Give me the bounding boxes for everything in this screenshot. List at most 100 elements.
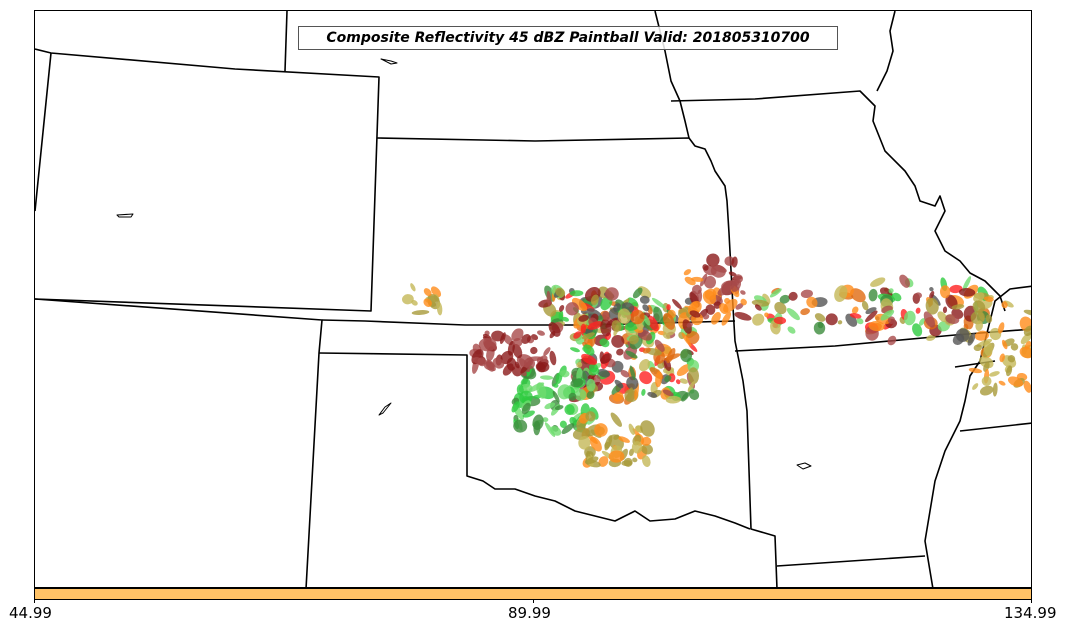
storm-cell — [740, 298, 747, 306]
storm-cell — [571, 297, 588, 312]
storm-cell — [586, 390, 595, 399]
storm-cell — [629, 365, 636, 381]
boundary-line — [284, 11, 288, 72]
storm-cell — [585, 411, 596, 422]
storm-cell — [849, 313, 862, 319]
storm-cell — [998, 380, 1006, 386]
storm-cell — [600, 353, 612, 364]
storm-cell — [814, 313, 826, 322]
storm-cell — [681, 332, 692, 347]
storm-cell — [700, 273, 708, 287]
storm-cell — [951, 304, 965, 310]
storm-cell — [582, 298, 593, 307]
storm-cell — [546, 290, 552, 307]
storm-cell — [929, 290, 935, 299]
storm-cell — [929, 287, 934, 292]
storm-cell — [632, 287, 643, 299]
storm-cell — [967, 332, 976, 346]
storm-cell — [643, 315, 651, 326]
storm-cell — [612, 392, 624, 402]
storm-cell — [891, 292, 902, 302]
storm-cell — [620, 369, 630, 378]
storm-cell — [576, 361, 583, 368]
storm-cell — [651, 297, 666, 309]
storm-cell — [683, 269, 692, 276]
storm-cell — [925, 297, 939, 315]
storm-cell — [666, 348, 676, 364]
storm-cell — [675, 379, 681, 385]
storm-cell — [597, 368, 611, 378]
storm-cell — [825, 313, 838, 326]
storm-cell — [642, 455, 651, 467]
storm-cell — [605, 287, 619, 301]
storm-cell — [589, 436, 602, 452]
storm-cell — [564, 404, 575, 415]
storm-cell — [999, 353, 1005, 363]
storm-cell — [632, 457, 638, 463]
storm-cell — [611, 320, 622, 332]
storm-cell — [817, 322, 824, 329]
storm-cell — [602, 311, 610, 321]
storm-cell — [735, 303, 744, 310]
storm-cell — [703, 314, 710, 320]
storm-cell — [576, 367, 583, 382]
storm-cell — [958, 287, 976, 297]
storm-cell — [585, 456, 599, 465]
storm-cell — [663, 312, 675, 330]
storm-cell — [998, 322, 1005, 334]
colorbar-tick-label-max: 134.99 — [1004, 604, 1057, 622]
storm-cell — [972, 300, 986, 313]
storm-cell — [806, 296, 818, 309]
storm-cell — [561, 423, 575, 435]
storm-cell — [708, 257, 718, 266]
storm-cell — [558, 305, 565, 312]
storm-cell — [608, 450, 625, 463]
storm-cell — [970, 310, 985, 325]
lake-shape — [380, 58, 398, 65]
storm-cell — [754, 304, 762, 311]
storm-cell — [587, 321, 603, 330]
storm-cell — [565, 302, 579, 316]
storm-cell — [512, 343, 523, 359]
storm-cell — [485, 359, 496, 372]
storm-cell — [711, 311, 721, 325]
storm-cell — [628, 423, 635, 435]
storm-cell — [973, 344, 982, 352]
boundary-line — [35, 48, 380, 312]
state-boundaries — [35, 11, 1031, 587]
storm-cell — [769, 288, 782, 298]
storm-cell — [705, 304, 716, 315]
storm-cell — [610, 412, 622, 427]
storm-cell — [962, 276, 972, 292]
storm-cell — [594, 423, 608, 437]
storm-cell — [952, 333, 965, 345]
storm-cell — [719, 303, 729, 315]
storm-cell — [728, 271, 737, 277]
boundary-line — [318, 352, 751, 530]
storm-cell — [945, 314, 960, 324]
lake-shape — [116, 213, 134, 218]
storm-cell — [639, 371, 653, 385]
map-title: Composite Reflectivity 45 dBZ Paintball … — [298, 26, 838, 50]
storm-cell — [779, 294, 790, 304]
map-canvas — [35, 11, 1031, 587]
storm-cell — [626, 376, 639, 390]
storm-cell — [721, 311, 732, 326]
storm-cell — [1007, 355, 1016, 363]
storm-cell — [972, 383, 979, 390]
storm-cell — [638, 359, 651, 372]
storm-cell — [734, 311, 752, 321]
storm-cell — [532, 414, 544, 431]
storm-cell — [522, 410, 535, 418]
storm-cell — [989, 371, 1000, 377]
boundary-line — [776, 555, 926, 567]
storm-cell — [578, 436, 591, 450]
storm-cell — [691, 276, 704, 282]
storm-cell — [627, 387, 634, 401]
storm-cell — [731, 256, 738, 268]
storm-cell — [887, 316, 896, 324]
storm-cell — [623, 457, 633, 467]
lake-shape — [378, 402, 392, 416]
colorbar-tick-label-min: 44.99 — [9, 604, 52, 622]
storm-cell — [513, 337, 523, 347]
